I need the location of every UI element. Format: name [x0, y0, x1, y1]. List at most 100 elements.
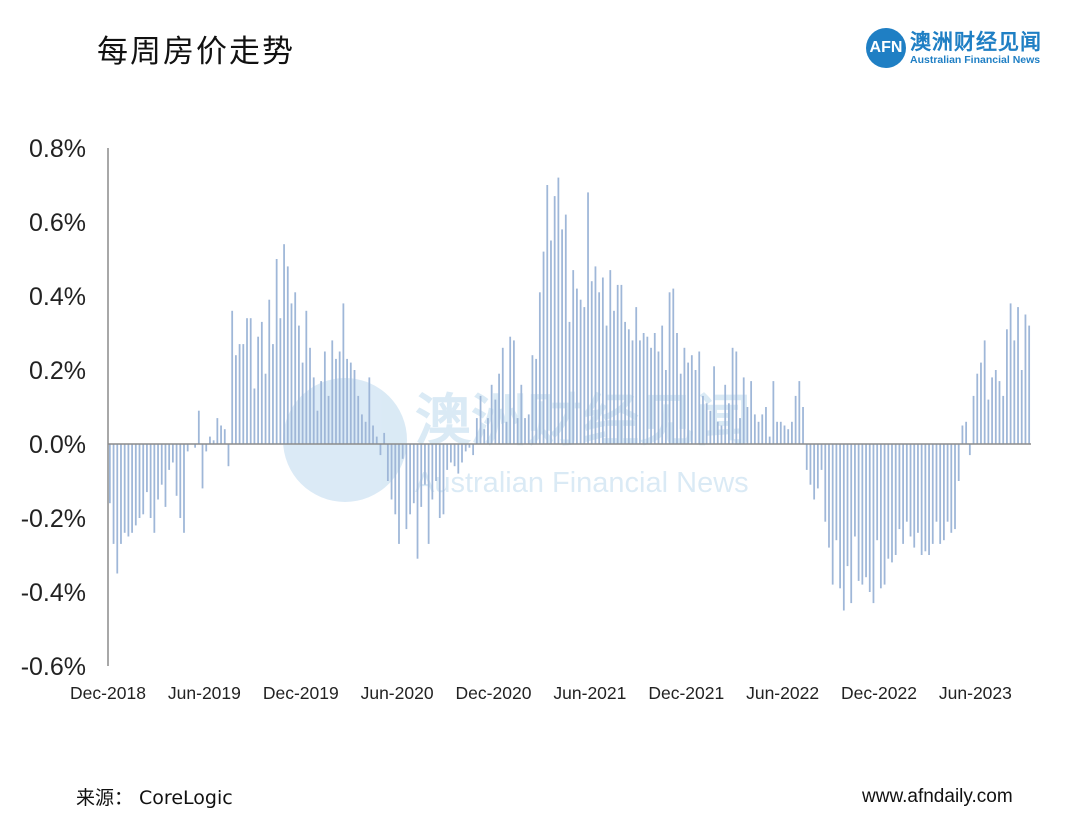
bar	[650, 347, 652, 444]
bar	[264, 373, 267, 444]
bar	[753, 414, 756, 444]
bar	[183, 444, 185, 533]
bar	[601, 277, 604, 444]
bar	[787, 429, 790, 444]
bar	[576, 288, 578, 444]
bar	[401, 444, 404, 459]
bar	[205, 444, 208, 452]
bar	[561, 229, 563, 444]
bar	[479, 395, 482, 444]
bar	[186, 444, 189, 452]
bar	[894, 444, 897, 555]
bar	[676, 333, 678, 444]
bar	[824, 444, 827, 522]
bar	[238, 344, 241, 444]
bar	[642, 333, 645, 444]
bar	[742, 377, 745, 444]
bar	[783, 425, 786, 444]
bar	[538, 292, 541, 444]
bar	[939, 444, 942, 544]
bar	[931, 444, 934, 544]
bar	[761, 414, 764, 444]
bar	[917, 444, 919, 533]
bar	[464, 444, 467, 452]
bar	[494, 399, 497, 444]
bar	[702, 395, 704, 444]
bar	[664, 370, 667, 444]
y-tick-label: 0.8%	[29, 135, 86, 163]
bar	[854, 444, 856, 537]
bar	[260, 321, 263, 444]
bar	[516, 418, 519, 444]
bar	[316, 410, 319, 444]
bar	[420, 444, 423, 507]
bar	[157, 444, 159, 500]
bar	[223, 429, 226, 444]
bar	[720, 425, 723, 444]
bar	[483, 429, 486, 444]
bar	[531, 355, 534, 444]
bar	[175, 444, 178, 496]
bar	[887, 444, 890, 559]
bar	[242, 344, 245, 444]
bar	[872, 444, 875, 604]
bar	[216, 418, 219, 444]
bar	[957, 444, 960, 481]
bar	[349, 362, 352, 444]
bar	[457, 444, 460, 474]
bar	[427, 444, 430, 544]
bar	[498, 373, 500, 444]
bar	[613, 310, 615, 444]
bar	[527, 414, 530, 444]
bar	[108, 444, 111, 504]
bar	[828, 444, 830, 548]
bar	[902, 444, 904, 544]
bar	[461, 444, 463, 463]
bar	[405, 444, 408, 530]
bar	[924, 444, 927, 552]
bar	[994, 370, 997, 444]
bar	[620, 284, 623, 444]
bar	[772, 381, 775, 444]
bar	[298, 325, 300, 444]
bar	[138, 444, 141, 518]
bar	[765, 407, 767, 444]
bar	[946, 444, 949, 522]
bar	[513, 340, 515, 444]
bar	[487, 418, 489, 444]
bar	[357, 395, 360, 444]
website-link[interactable]: www.afndaily.com	[862, 786, 1013, 807]
bar	[865, 444, 867, 578]
bar	[116, 444, 119, 574]
bar	[983, 340, 986, 444]
bar	[898, 444, 901, 530]
bar	[505, 421, 508, 444]
bar	[746, 407, 749, 444]
axes	[107, 148, 1031, 666]
bar	[1013, 340, 1016, 444]
bar	[490, 384, 493, 444]
bar	[831, 444, 834, 585]
bar	[624, 321, 626, 444]
bar	[657, 351, 660, 444]
bar	[346, 358, 348, 444]
bar	[197, 410, 200, 444]
x-tick-label: Dec-2018	[70, 683, 146, 703]
bar	[201, 444, 204, 489]
bar	[342, 303, 345, 444]
bar	[535, 358, 538, 444]
bar	[279, 318, 282, 444]
bar	[905, 444, 908, 522]
x-axis-ticks: Dec-2018 Jun-2019 Dec-2019 Jun-2020 Dec-2020…	[70, 683, 1012, 703]
bar	[631, 340, 634, 444]
bar	[379, 444, 382, 456]
x-tick-label: Jun-2019	[168, 683, 241, 703]
bar	[716, 421, 719, 444]
bar	[235, 355, 237, 444]
bar	[909, 444, 912, 537]
bar	[553, 196, 556, 444]
bar	[475, 418, 478, 444]
bar	[913, 444, 916, 548]
bar	[257, 336, 260, 444]
